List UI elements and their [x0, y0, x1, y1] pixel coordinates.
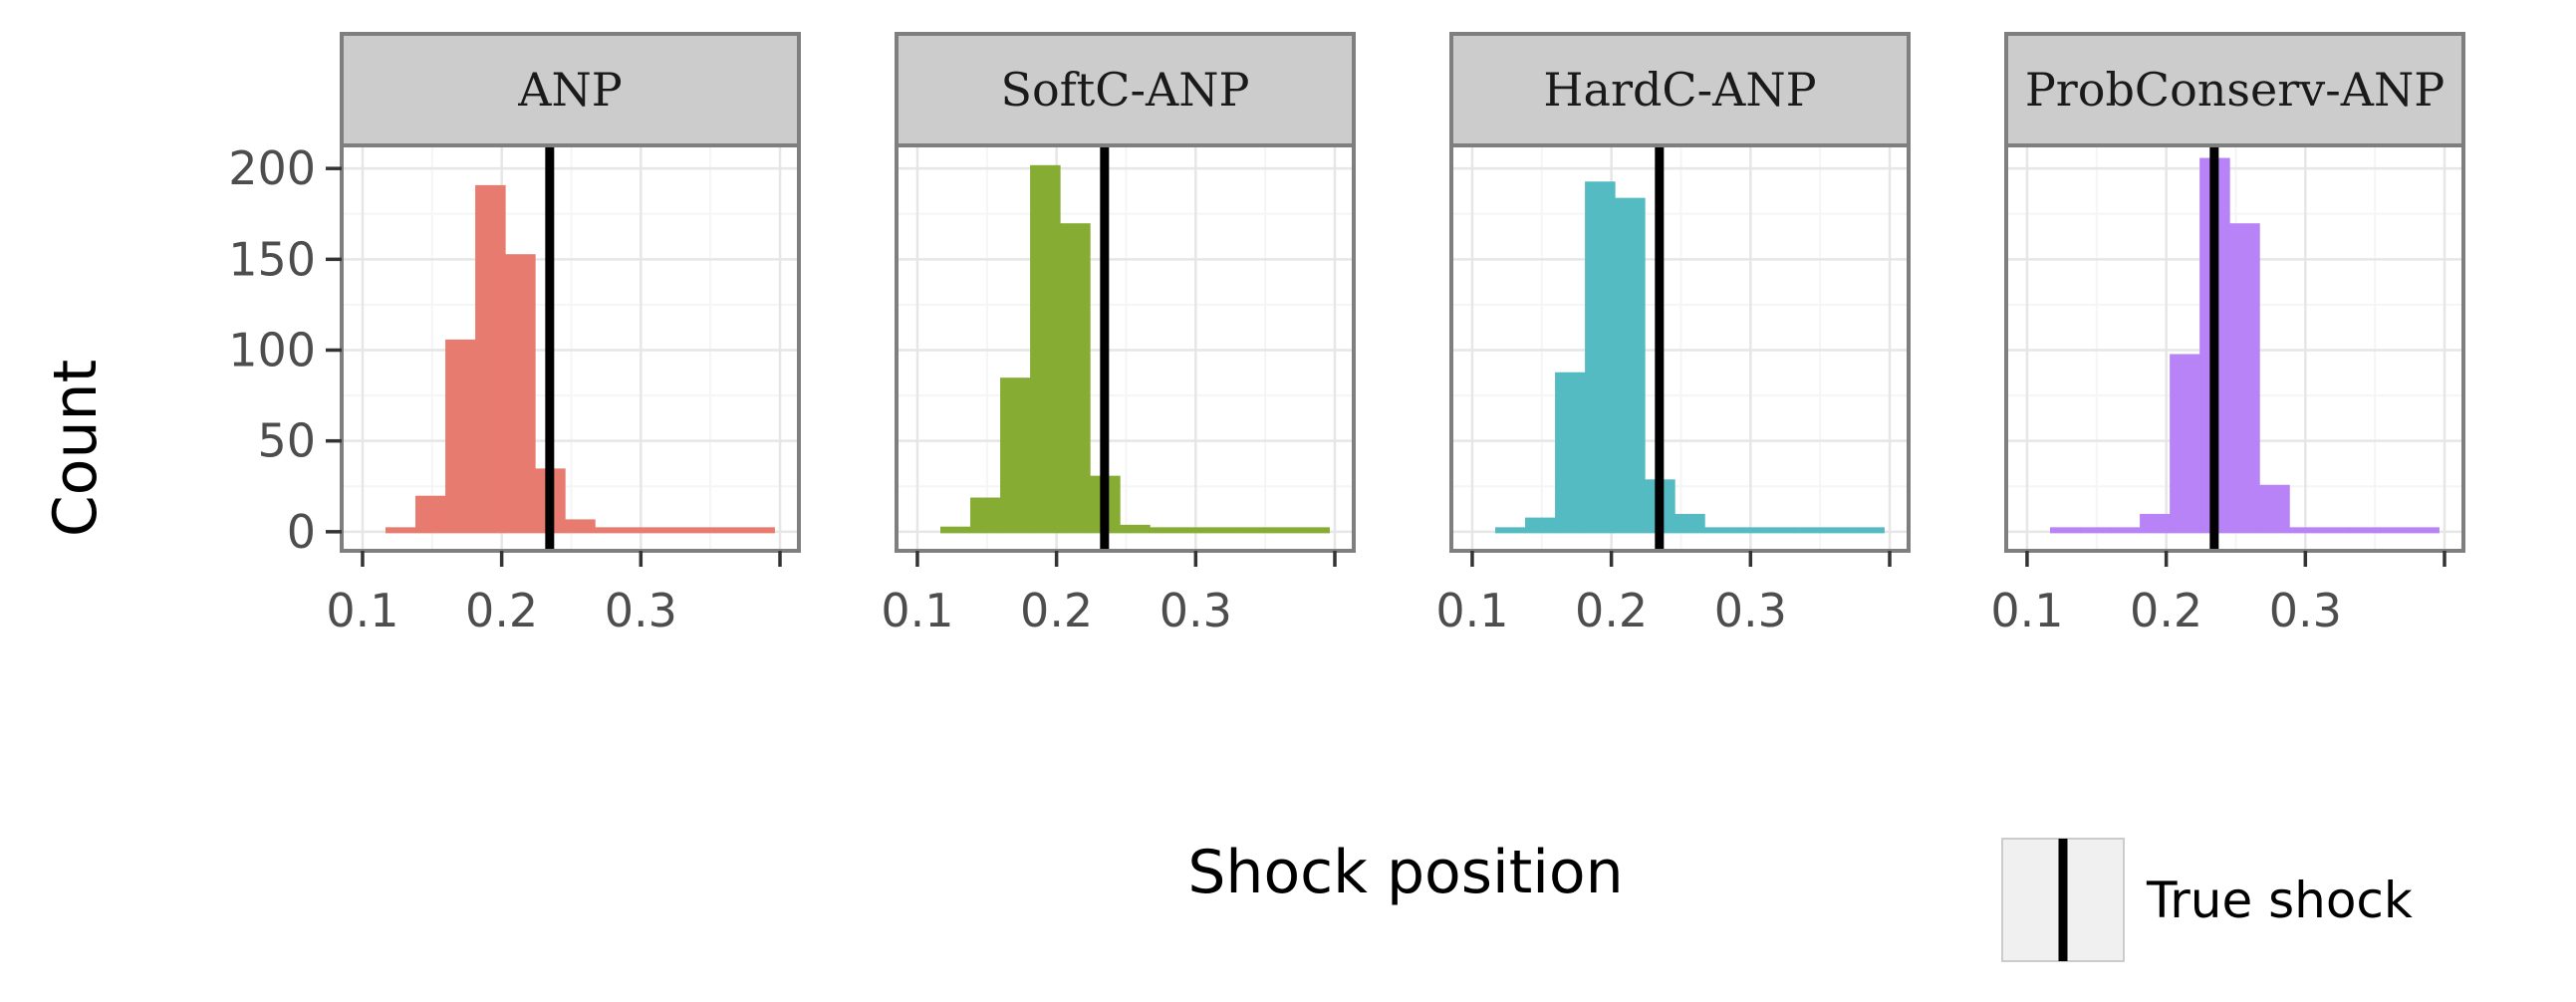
y-axis-title: Count — [41, 360, 111, 537]
histogram-bar — [2259, 484, 2290, 534]
facet-strip — [2004, 32, 2465, 147]
x-tick-label: 0.2 — [1020, 584, 1093, 637]
histogram-bar — [1734, 527, 1765, 534]
panel-border — [2004, 143, 2465, 553]
facet-strip — [340, 32, 801, 147]
histogram-bar — [1299, 527, 1330, 534]
facet-strip-label: HardC-ANP — [1543, 63, 1816, 117]
x-tick-label: 0.3 — [605, 584, 677, 637]
histogram-bar — [2319, 527, 2350, 534]
histogram-bar — [940, 526, 971, 534]
histogram-bar — [2080, 527, 2111, 534]
x-tick-label: 0.1 — [1435, 584, 1508, 637]
histogram-bar — [565, 519, 596, 534]
histogram-bar — [714, 527, 745, 534]
histogram-bar — [2379, 527, 2410, 534]
facet-strip — [895, 32, 1356, 147]
histogram-bar — [2050, 527, 2081, 534]
histogram-bar — [654, 527, 685, 534]
histogram-bar — [2349, 527, 2380, 534]
histogram-bar — [386, 527, 416, 534]
x-axis-title: Shock position — [1187, 838, 1623, 907]
panel-border — [895, 143, 1356, 553]
histogram-bar — [1150, 527, 1180, 534]
histogram-bar — [1824, 527, 1855, 534]
facet-strip-label: SoftC-ANP — [1001, 63, 1250, 117]
histogram-bar — [2409, 527, 2440, 534]
histogram-bar — [2140, 513, 2171, 534]
histogram-bar — [1555, 372, 1586, 534]
y-tick-label: 100 — [228, 324, 316, 377]
y-tick-label: 200 — [228, 141, 316, 195]
x-tick-label: 0.3 — [1714, 584, 1787, 637]
histogram-bar — [1000, 377, 1031, 534]
histogram-bar — [1120, 524, 1151, 534]
histogram-bar — [970, 497, 1001, 534]
x-tick-label: 0.1 — [881, 584, 953, 637]
histogram-bar — [1179, 527, 1210, 534]
histogram-bar — [744, 527, 775, 534]
facet-panel-hardc-anp: HardC-ANP 0.1 0.2 0.3 — [1435, 32, 1911, 637]
legend: True shock — [2001, 838, 2413, 962]
histogram-bar — [475, 184, 506, 534]
facet-panel-anp: ANP 0.1 0.2 0.3 0 50 100 150 200 — [228, 32, 801, 637]
y-tick-label: 150 — [228, 232, 316, 286]
histogram-bar — [1209, 527, 1240, 534]
histogram-bar — [625, 527, 655, 534]
x-tick-label: 0.1 — [326, 584, 398, 637]
histogram-bar — [1030, 164, 1061, 534]
histogram-bar — [1615, 197, 1646, 534]
histogram-bar — [684, 527, 715, 534]
histogram-bar — [1674, 513, 1705, 534]
histogram-bar — [1239, 527, 1270, 534]
histogram-bar — [1764, 527, 1795, 534]
x-tick-label: 0.2 — [1575, 584, 1648, 637]
histogram-bar — [1704, 527, 1735, 534]
panel-border — [340, 143, 801, 553]
histogram-bar — [1585, 181, 1616, 534]
histogram-bar — [1269, 527, 1300, 534]
x-tick-label: 0.3 — [1159, 584, 1232, 637]
facet-panel-softc-anp: SoftC-ANP 0.1 0.2 0.3 — [881, 32, 1356, 637]
x-tick-label: 0.2 — [465, 584, 538, 637]
histogram-bar — [2110, 527, 2141, 534]
histogram-bar — [1854, 527, 1885, 534]
facet-strip-label: ProbConserv-ANP — [2025, 63, 2445, 117]
panel-border — [1449, 143, 1911, 553]
x-tick-label: 0.3 — [2269, 584, 2342, 637]
y-tick-label: 0 — [287, 505, 316, 559]
histogram-bar — [2229, 223, 2260, 534]
facet-strip-label: ANP — [517, 63, 622, 117]
histogram-bar — [1060, 223, 1091, 534]
histogram-bar — [2289, 527, 2320, 534]
y-tick-label: 50 — [257, 414, 316, 468]
histogram-bar — [1525, 517, 1556, 534]
legend-label: True shock — [2146, 872, 2413, 929]
histogram-bar — [2170, 354, 2200, 534]
x-tick-label: 0.1 — [1990, 584, 2063, 637]
histogram-bar — [415, 495, 446, 534]
histogram-bar — [1495, 527, 1526, 534]
histogram-bar — [595, 527, 626, 534]
histogram-bar — [1794, 527, 1825, 534]
histogram-bar — [505, 254, 536, 534]
histogram-bar — [445, 339, 476, 534]
facet-panel-probconserv-anp: ProbConserv-ANP 0.1 0.2 0.3 — [1990, 32, 2465, 637]
x-tick-label: 0.2 — [2130, 584, 2202, 637]
